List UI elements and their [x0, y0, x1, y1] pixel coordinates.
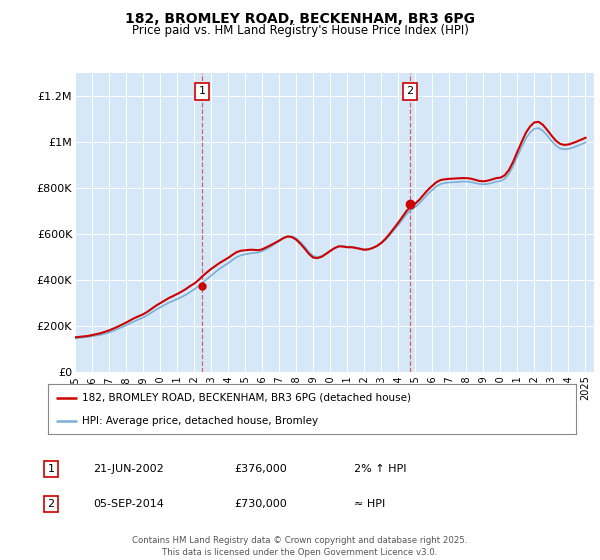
Text: 2: 2: [406, 86, 413, 96]
Text: 182, BROMLEY ROAD, BECKENHAM, BR3 6PG (detached house): 182, BROMLEY ROAD, BECKENHAM, BR3 6PG (d…: [82, 393, 412, 403]
Text: £376,000: £376,000: [234, 464, 287, 474]
Text: 2% ↑ HPI: 2% ↑ HPI: [354, 464, 407, 474]
Text: 182, BROMLEY ROAD, BECKENHAM, BR3 6PG: 182, BROMLEY ROAD, BECKENHAM, BR3 6PG: [125, 12, 475, 26]
Text: 2: 2: [47, 499, 55, 509]
Text: 1: 1: [47, 464, 55, 474]
Text: 21-JUN-2002: 21-JUN-2002: [93, 464, 164, 474]
Text: £730,000: £730,000: [234, 499, 287, 509]
Text: ≈ HPI: ≈ HPI: [354, 499, 385, 509]
Text: 05-SEP-2014: 05-SEP-2014: [93, 499, 164, 509]
Text: HPI: Average price, detached house, Bromley: HPI: Average price, detached house, Brom…: [82, 417, 319, 426]
Text: 1: 1: [199, 86, 206, 96]
Text: Contains HM Land Registry data © Crown copyright and database right 2025.
This d: Contains HM Land Registry data © Crown c…: [132, 536, 468, 557]
Text: Price paid vs. HM Land Registry's House Price Index (HPI): Price paid vs. HM Land Registry's House …: [131, 24, 469, 36]
